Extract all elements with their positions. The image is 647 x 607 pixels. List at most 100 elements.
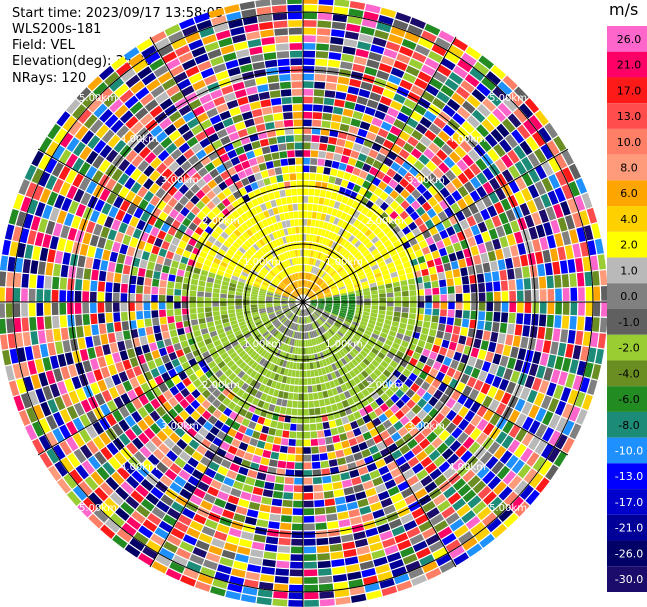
ppi-gate-cell — [438, 162, 450, 174]
ppi-gate-cell — [380, 332, 388, 339]
ppi-gate-cell — [319, 143, 328, 151]
ppi-gate-cell — [262, 281, 269, 287]
range-ring-label: 5.00km — [79, 93, 117, 104]
ppi-gate-cell — [265, 253, 272, 261]
ppi-gate-cell — [328, 420, 337, 428]
ppi-gate-cell — [277, 460, 287, 469]
ppi-gate-cell — [344, 214, 352, 223]
ppi-gate-cell — [31, 150, 44, 167]
ppi-gate-cell — [318, 0, 334, 6]
ppi-gate-cell — [353, 452, 363, 461]
ppi-gate-cell — [309, 306, 315, 311]
ppi-gate-cell — [465, 455, 479, 469]
colorbar-tick-label: 0.0 — [620, 290, 638, 303]
ppi-gate-cell — [187, 337, 196, 346]
ppi-gate-cell — [422, 500, 436, 513]
ppi-gate-cell — [246, 31, 261, 41]
ppi-gate-cell — [167, 173, 179, 185]
ppi-gate-cell — [103, 93, 118, 108]
ppi-gate-cell — [144, 402, 155, 414]
ppi-gate-cell — [333, 298, 340, 301]
ppi-gate-cell — [374, 407, 384, 417]
ppi-gate-cell — [386, 262, 395, 269]
ppi-gate-cell — [433, 389, 444, 400]
ppi-gate-cell — [397, 539, 412, 551]
ppi-gate-cell — [78, 218, 89, 232]
ppi-gate-cell — [397, 426, 409, 437]
ppi-gate-cell — [170, 91, 184, 104]
ppi-gate-cell — [371, 236, 380, 244]
ppi-gate-cell — [519, 140, 533, 156]
ppi-gate-cell — [408, 567, 424, 579]
ppi-gate-cell — [303, 523, 315, 531]
ppi-gate-cell — [199, 137, 211, 148]
ppi-gate-cell — [199, 346, 208, 354]
ppi-gate-cell — [224, 502, 237, 512]
ppi-gate-cell — [314, 369, 319, 377]
ppi-gate-cell — [273, 330, 279, 337]
ppi-gate-cell — [367, 340, 375, 347]
ppi-gate-cell — [306, 355, 310, 362]
ppi-gate-cell — [230, 74, 243, 84]
ppi-gate-cell — [457, 198, 468, 210]
ppi-gate-cell — [307, 339, 310, 347]
ppi-gate-cell — [292, 306, 298, 312]
ppi-gate-cell — [470, 522, 486, 536]
ppi-gate-cell — [569, 273, 577, 287]
ppi-gate-cell — [205, 369, 214, 379]
ppi-gate-cell — [332, 290, 339, 294]
ppi-gate-cell — [330, 241, 337, 249]
ppi-gate-cell — [229, 245, 238, 253]
ppi-gate-cell — [394, 474, 406, 485]
ppi-gate-cell — [258, 259, 265, 267]
ppi-gate-cell — [364, 366, 373, 375]
ppi-gate-cell — [406, 399, 416, 409]
ppi-gate-cell — [160, 137, 173, 149]
ppi-gate-cell — [268, 427, 276, 436]
ppi-gate-cell — [232, 326, 241, 333]
ppi-gate-cell — [421, 30, 437, 43]
ppi-gate-cell — [227, 194, 236, 203]
ppi-gate-cell — [391, 276, 399, 283]
ppi-gate-cell — [390, 161, 401, 172]
ppi-gate-cell — [311, 211, 317, 219]
ppi-gate-cell — [380, 393, 390, 402]
ppi-gate-cell — [317, 279, 323, 285]
ppi-gate-cell — [166, 309, 174, 317]
ppi-gate-cell — [220, 170, 230, 181]
ppi-gate-cell — [202, 173, 213, 184]
ppi-gate-cell — [383, 323, 391, 330]
ppi-gate-cell — [422, 414, 433, 426]
ppi-gate-cell — [420, 381, 431, 391]
ppi-gate-cell — [196, 19, 213, 31]
ppi-gate-cell — [388, 179, 399, 189]
ppi-gate-cell — [399, 178, 410, 188]
ppi-gate-cell — [151, 506, 166, 520]
ppi-gate-cell — [276, 366, 282, 374]
ppi-gate-cell — [189, 302, 196, 308]
ppi-gate-cell — [262, 377, 269, 385]
ppi-gate-cell — [345, 381, 353, 390]
ppi-gate-cell — [46, 415, 58, 430]
ppi-gate-cell — [498, 486, 513, 501]
ppi-gate-cell — [226, 236, 235, 245]
ppi-gate-cell — [394, 410, 405, 420]
ppi-gate-cell — [272, 105, 283, 114]
ppi-gate-cell — [412, 462, 424, 474]
ppi-gate-cell — [336, 402, 344, 410]
ppi-gate-cell — [314, 321, 319, 328]
ppi-gate-cell — [360, 225, 369, 234]
ppi-gate-cell — [529, 472, 544, 489]
ppi-gate-cell — [159, 547, 175, 560]
ppi-gate-cell — [541, 177, 553, 193]
ppi-gate-cell — [126, 203, 137, 216]
ppi-gate-cell — [323, 429, 332, 437]
colorbar-tick-label: 6.0 — [620, 187, 638, 200]
ppi-gate-cell — [72, 432, 85, 448]
ppi-gate-cell — [349, 191, 358, 200]
ppi-gate-cell — [312, 313, 318, 319]
ppi-gate-cell — [279, 229, 285, 237]
ppi-gate-cell — [321, 254, 327, 261]
ppi-gate-cell — [189, 290, 197, 297]
ppi-gate-cell — [299, 317, 302, 324]
